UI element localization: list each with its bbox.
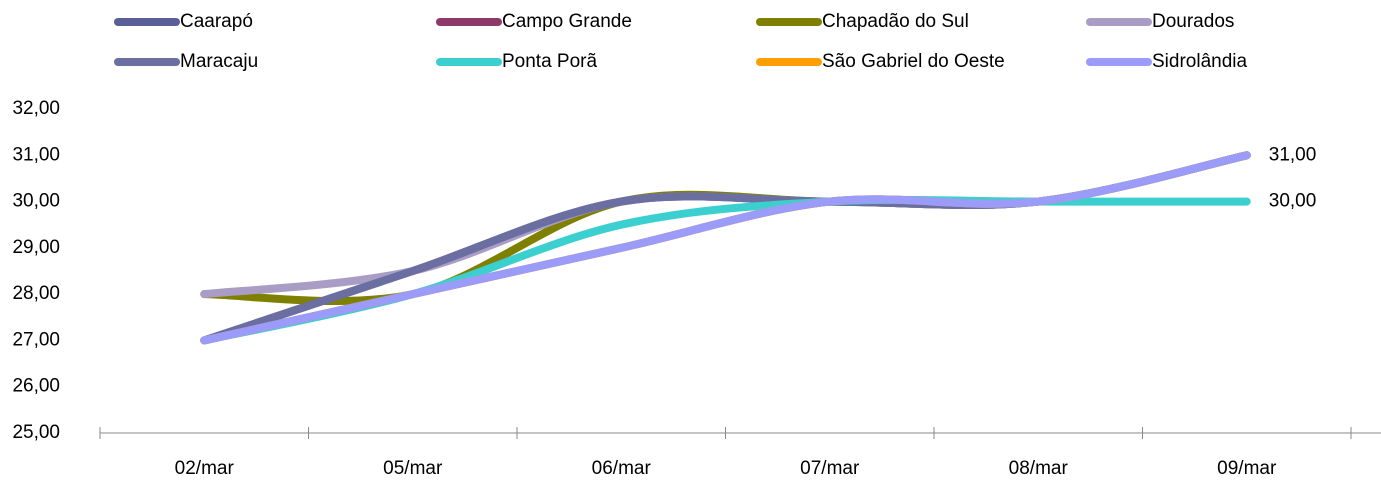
y-tick-label: 27,00 <box>12 329 60 350</box>
legend-label: Maracaju <box>180 51 258 72</box>
y-tick-label: 25,00 <box>12 422 60 443</box>
data-label: 30,00 <box>1269 191 1317 212</box>
legend-label: Ponta Porã <box>502 51 597 72</box>
legend-label: Campo Grande <box>502 11 632 32</box>
legend-label: São Gabriel do Oeste <box>822 51 1005 72</box>
x-tick-label: 09/mar <box>1217 458 1277 479</box>
series-line <box>200 151 1251 345</box>
series-line <box>200 151 1251 345</box>
data-label: 31,00 <box>1269 144 1317 165</box>
series-line <box>200 151 1251 345</box>
x-tick-label: 08/mar <box>1009 458 1069 479</box>
x-tick-label: 02/mar <box>175 458 235 479</box>
y-tick-label: 30,00 <box>12 191 60 212</box>
legend-label: Chapadão do Sul <box>822 11 969 32</box>
y-tick-label: 29,00 <box>12 237 60 258</box>
y-tick-label: 26,00 <box>12 376 60 397</box>
legend-label: Sidrolândia <box>1152 51 1247 72</box>
x-tick-label: 06/mar <box>592 458 652 479</box>
x-tick-label: 05/mar <box>383 458 443 479</box>
series-line <box>200 151 1251 345</box>
y-tick-label: 32,00 <box>12 98 60 119</box>
series-line <box>200 151 1251 345</box>
legend-label: Dourados <box>1152 11 1234 32</box>
legend-label: Caarapó <box>180 11 253 32</box>
y-tick-label: 28,00 <box>12 283 60 304</box>
x-tick-label: 07/mar <box>800 458 860 479</box>
y-tick-label: 31,00 <box>12 144 60 165</box>
